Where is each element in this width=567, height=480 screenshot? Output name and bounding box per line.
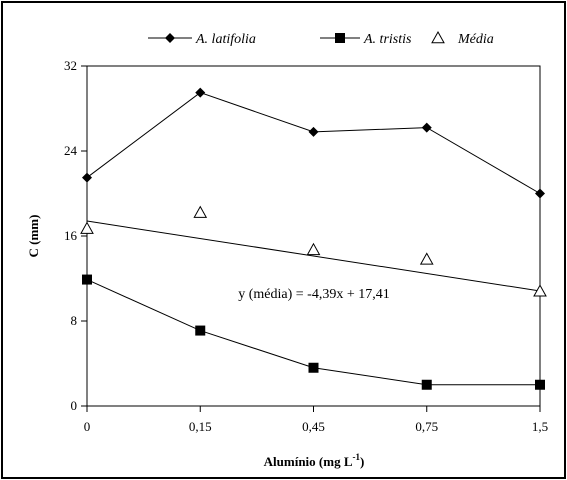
data-point <box>308 126 319 137</box>
legend-item: A. tristis <box>320 32 412 47</box>
data-point <box>535 188 545 199</box>
y-axis: 0 8 16 24 32 <box>64 58 87 413</box>
x-axis-label-superscript: -1 <box>353 452 361 462</box>
legend-label: A. tristis <box>363 32 412 47</box>
data-point <box>82 172 92 183</box>
trendline <box>86 220 541 292</box>
legend-item: A. latifolia <box>148 32 256 47</box>
y-tick-label: 24 <box>64 143 78 158</box>
data-point <box>533 284 547 297</box>
data-point <box>195 87 206 98</box>
data-point <box>80 221 94 234</box>
legend-item: Média <box>431 30 494 47</box>
x-axis-label-close: ) <box>360 454 364 469</box>
y-tick-label: 0 <box>71 398 78 413</box>
series-m-dia <box>80 205 547 297</box>
y-tick-label: 8 <box>71 313 78 328</box>
data-point <box>195 325 206 336</box>
legend: A. latifolia A. tristis Média <box>148 30 494 47</box>
x-axis-label: Alumínio (mg L-1) <box>264 452 365 469</box>
data-point <box>308 362 319 373</box>
series-a-tristis <box>82 274 545 390</box>
y-tick-label: 16 <box>64 228 78 243</box>
legend-marker <box>431 30 445 44</box>
series-group <box>80 87 547 390</box>
x-axis: 0 0,15 0,45 0,75 1,5 <box>84 406 548 434</box>
legend-label: A. latifolia <box>195 32 256 47</box>
data-point <box>419 252 434 265</box>
x-tick-label: 1,5 <box>532 419 548 434</box>
x-tick-label: 0,15 <box>189 419 212 434</box>
legend-marker <box>335 33 345 43</box>
data-point <box>193 205 208 218</box>
x-tick-label: 0 <box>84 419 91 434</box>
legend-label: Média <box>457 32 494 47</box>
x-tick-label: 0,75 <box>415 419 438 434</box>
legend-marker <box>165 33 175 43</box>
data-point <box>421 122 432 133</box>
x-axis-label-main: Alumínio (mg L <box>264 454 353 469</box>
y-tick-label: 32 <box>64 58 77 73</box>
y-axis-label: C (mm) <box>26 215 41 258</box>
series-a-latifolia <box>82 87 545 199</box>
trendline-group <box>86 220 541 292</box>
trendline-equation: y (média) = -4,39x + 17,41 <box>238 287 389 302</box>
data-point <box>82 274 92 285</box>
data-point <box>535 379 545 390</box>
data-point <box>421 379 432 390</box>
data-point <box>306 242 321 256</box>
x-tick-label: 0,45 <box>302 419 325 434</box>
